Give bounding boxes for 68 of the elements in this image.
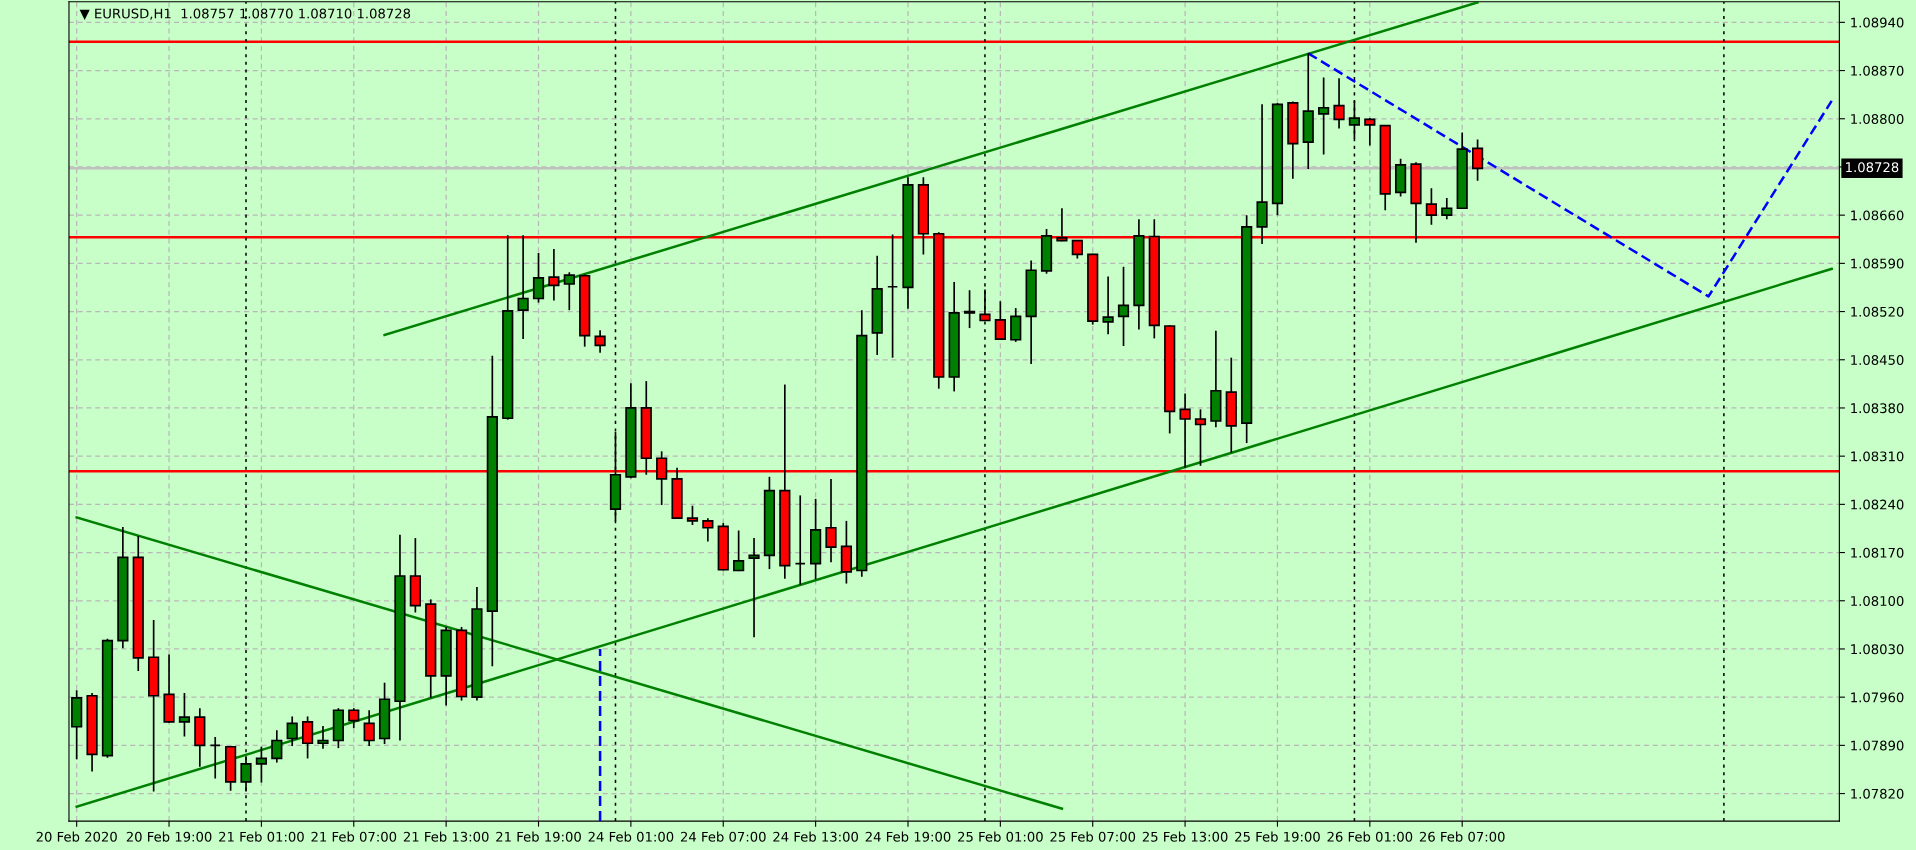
candlestick	[1425, 187, 1438, 226]
candlestick	[1333, 77, 1345, 130]
candlestick	[1318, 76, 1330, 156]
candlestick	[363, 709, 375, 747]
candlestick	[594, 329, 606, 354]
candlestick	[994, 300, 1006, 341]
x-tick-label: 20 Feb 19:00	[126, 831, 212, 842]
y-tick-label: 1.08240	[1851, 499, 1904, 510]
ref-line-label: 1.08728	[1846, 162, 1899, 173]
candlestick	[240, 755, 252, 793]
candlestick	[1102, 275, 1114, 336]
candlestick	[748, 537, 760, 639]
candlestick	[1010, 307, 1022, 343]
candlestick	[1194, 408, 1207, 467]
candlestick	[301, 715, 314, 760]
y-tick-label: 1.07960	[1851, 692, 1904, 703]
candlestick	[886, 233, 899, 359]
y-tick-label: 1.08870	[1851, 65, 1904, 76]
chart-title: ▼ EURUSD,H1 1.08757 1.08770 1.08710 1.08728	[79, 8, 411, 20]
candlestick	[1364, 117, 1376, 147]
y-tick-label: 1.08590	[1851, 258, 1904, 269]
x-tick-label: 21 Feb 19:00	[496, 831, 581, 842]
x-tick-label: 25 Feb 07:00	[1050, 831, 1136, 842]
x-tick-label: 25 Feb 13:00	[1142, 831, 1228, 842]
candlestick	[271, 729, 283, 764]
x-tick-label: 20 Feb 2020	[36, 831, 117, 842]
y-tick-label: 1.08940	[1851, 17, 1904, 28]
candlestick	[548, 248, 560, 302]
candlestick	[825, 478, 837, 564]
x-tick-label: 21 Feb 13:00	[403, 831, 489, 842]
y-tick-label: 1.08030	[1851, 644, 1904, 655]
x-tick-label: 25 Feb 01:00	[958, 831, 1043, 842]
y-tick-label: 1.08310	[1851, 451, 1904, 462]
y-tick-label: 1.08170	[1851, 547, 1904, 558]
candlestick	[563, 271, 575, 312]
candlestick	[702, 517, 714, 543]
x-tick-label: 24 Feb 01:00	[588, 831, 674, 842]
candlestick	[255, 745, 268, 784]
x-tick-label: 21 Feb 07:00	[311, 831, 397, 842]
y-tick-label: 1.08660	[1851, 210, 1904, 221]
y-tick-label: 1.08520	[1851, 306, 1904, 317]
candlestick	[733, 529, 745, 572]
candlestick	[209, 736, 221, 780]
y-tick-label: 1.07890	[1851, 740, 1904, 751]
x-tick-label: 26 Feb 07:00	[1419, 831, 1505, 842]
candlestick	[1471, 138, 1484, 182]
candlestick	[532, 252, 545, 304]
candlestick	[1117, 265, 1130, 347]
candlestick	[348, 707, 360, 729]
candlestick	[1179, 392, 1191, 469]
candlestick	[286, 715, 298, 747]
x-tick-label: 24 Feb 07:00	[680, 831, 766, 842]
y-tick-label: 1.07820	[1851, 788, 1904, 799]
y-tick-label: 1.08800	[1851, 113, 1904, 124]
x-tick-label: 24 Feb 19:00	[865, 831, 951, 842]
y-tick-label: 1.08450	[1851, 354, 1904, 365]
candlestick	[963, 289, 976, 329]
x-tick-label: 24 Feb 13:00	[773, 831, 859, 842]
y-tick-label: 1.08380	[1851, 403, 1904, 414]
candlestick	[794, 494, 806, 586]
y-tick-label: 1.08100	[1851, 595, 1904, 606]
candlestick	[1441, 197, 1453, 221]
x-tick-label: 25 Feb 19:00	[1235, 831, 1320, 842]
x-tick-label: 26 Feb 01:00	[1327, 831, 1413, 842]
x-tick-label: 21 Feb 01:00	[219, 831, 304, 842]
candlestick	[686, 504, 699, 526]
candlestick	[317, 725, 329, 750]
candlestick	[178, 692, 191, 738]
